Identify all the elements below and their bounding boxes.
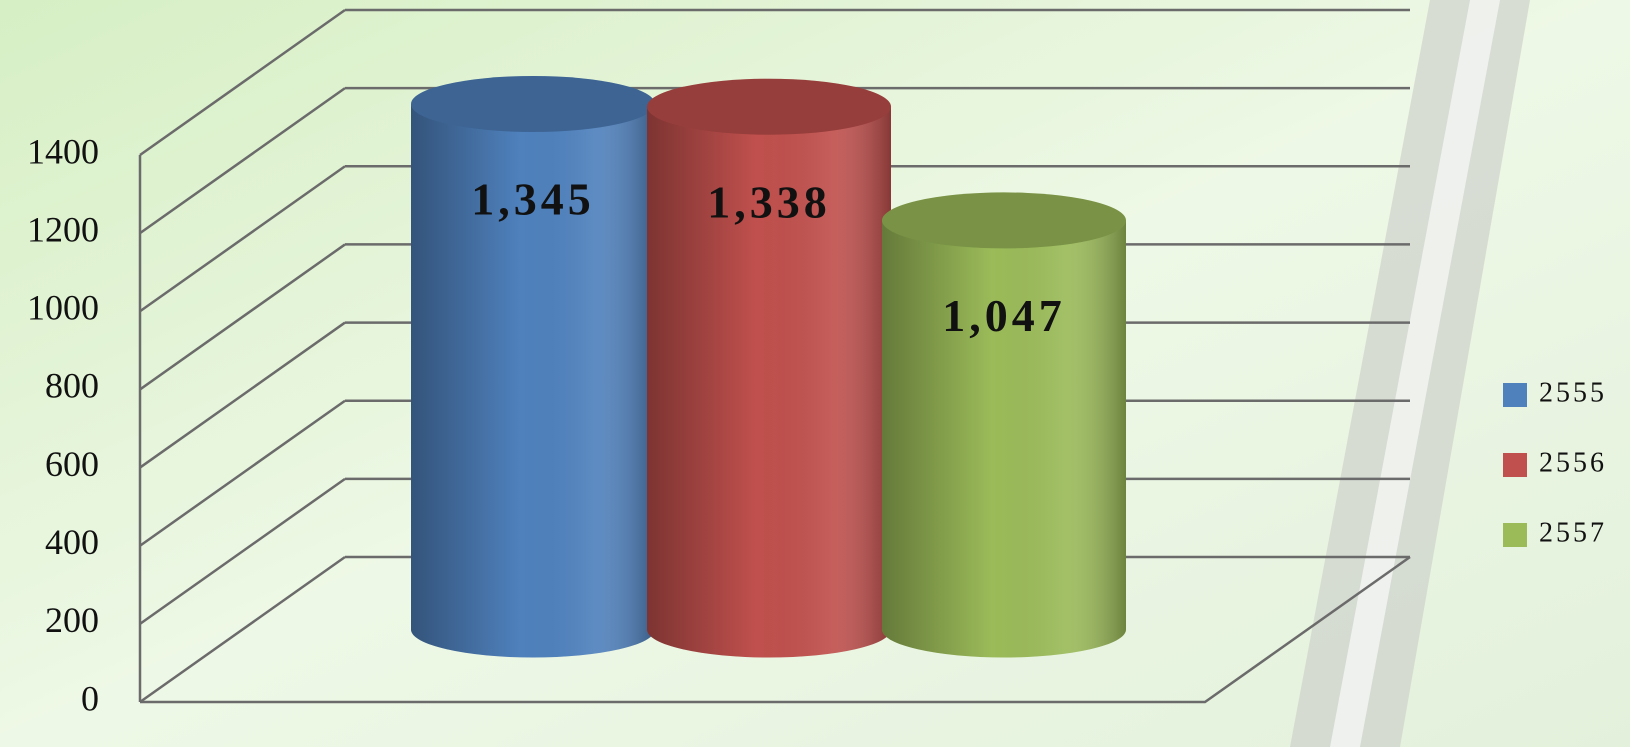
y-tick-label: 400 [45,522,99,562]
cylinder-top-shade [411,76,655,132]
y-tick-label: 0 [81,678,99,718]
value-label: 1,047 [942,290,1066,341]
cylinder-top-shade [882,192,1126,248]
legend-label: 2556 [1539,447,1607,478]
y-tick-label: 200 [45,600,99,640]
chart: 0 200 400 600 800 1000 1200 1400 1,345 1,338 1,047… [0,0,1630,747]
y-tick-label: 800 [45,366,99,406]
legend-swatch [1503,383,1527,407]
page: {"chart_data": {"type": "cylinder", "ser… [0,0,1630,747]
legend-label: 2557 [1539,517,1607,548]
y-tick-label: 1400 [27,131,99,171]
legend-swatch [1503,453,1527,477]
y-tick-label: 1000 [27,288,99,328]
cylinder-shade [882,220,1126,657]
legend-label: 2555 [1539,377,1607,408]
y-tick-label: 1200 [27,209,99,249]
legend-swatch [1503,523,1527,547]
cylinder-top-shade [647,79,891,135]
value-label: 1,345 [471,174,595,225]
y-tick-label: 600 [45,444,99,484]
value-label: 1,338 [707,176,831,227]
